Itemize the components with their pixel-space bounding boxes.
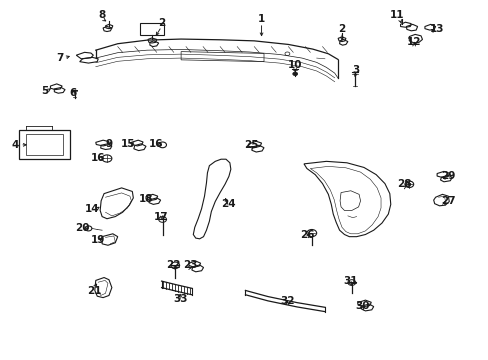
Text: 23: 23 (182, 260, 197, 270)
Text: 8: 8 (98, 10, 105, 20)
Text: 29: 29 (440, 171, 455, 181)
Text: 19: 19 (91, 235, 105, 245)
Text: 26: 26 (299, 230, 313, 239)
Text: 11: 11 (388, 10, 403, 20)
Text: 16: 16 (91, 153, 105, 163)
Text: 33: 33 (173, 294, 187, 304)
Text: 14: 14 (85, 204, 100, 215)
Text: 18: 18 (139, 194, 153, 204)
Bar (19, 130, 70, 159)
Text: 28: 28 (396, 179, 411, 189)
Text: 7: 7 (57, 53, 64, 63)
Text: 12: 12 (406, 37, 421, 47)
Circle shape (407, 183, 410, 186)
Bar (26, 134, 62, 155)
Bar (140, 23, 163, 35)
Circle shape (292, 72, 297, 76)
Text: 10: 10 (287, 59, 302, 69)
Text: 3: 3 (351, 64, 359, 75)
Text: 30: 30 (354, 301, 369, 311)
Text: 1: 1 (257, 14, 264, 24)
Text: 21: 21 (87, 286, 102, 296)
Text: 4: 4 (12, 140, 19, 150)
Text: 17: 17 (153, 212, 167, 221)
Text: 31: 31 (343, 276, 357, 286)
Text: 2: 2 (158, 18, 165, 28)
Text: 22: 22 (166, 260, 181, 270)
Text: 27: 27 (440, 196, 455, 206)
Text: 9: 9 (105, 139, 112, 149)
Text: 32: 32 (280, 296, 294, 306)
Text: 20: 20 (75, 224, 90, 233)
Text: 5: 5 (41, 86, 48, 96)
Text: 15: 15 (121, 139, 136, 149)
Text: 2: 2 (338, 24, 345, 34)
Text: 6: 6 (69, 88, 76, 98)
Text: 24: 24 (221, 199, 236, 210)
Text: 16: 16 (148, 139, 163, 149)
Text: 13: 13 (429, 24, 444, 35)
Text: 25: 25 (244, 140, 259, 150)
